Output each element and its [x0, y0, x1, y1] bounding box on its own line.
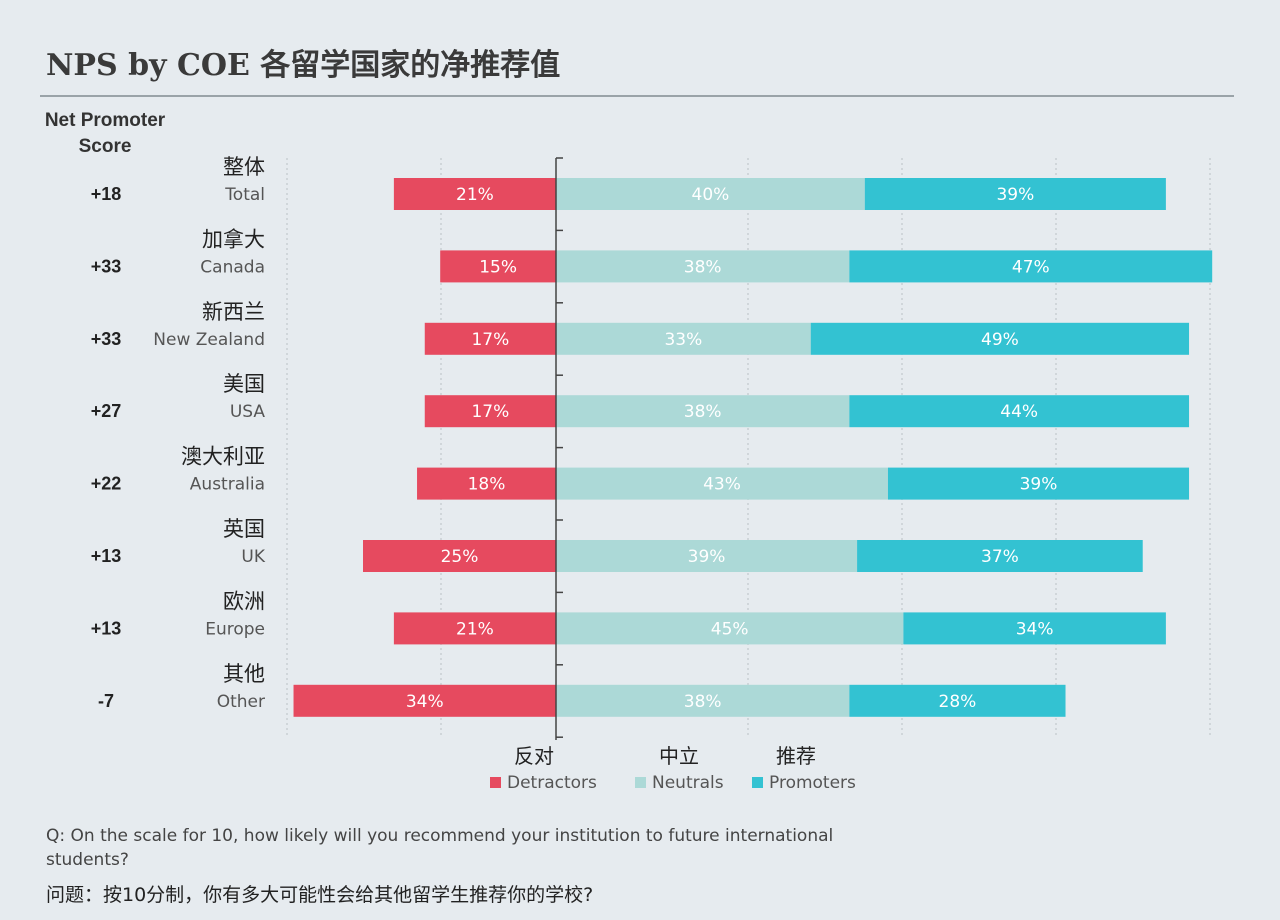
data-label-promoters: 34%: [1016, 619, 1054, 639]
category-label-en: Europe: [205, 619, 265, 639]
category-label-cn: 新西兰: [202, 300, 265, 324]
nps-value: +13: [91, 546, 122, 566]
legend-label-en: Promoters: [769, 773, 856, 793]
bar-neutrals: [556, 684, 850, 717]
data-label-detractors: 21%: [456, 185, 494, 205]
page-title: NPS by COE 各留学国家的净推荐值: [46, 48, 561, 83]
data-label-detractors: 15%: [479, 257, 517, 277]
category-label-en: Total: [224, 185, 265, 205]
data-label-neutrals: 38%: [684, 692, 722, 712]
data-label-detractors: 18%: [468, 475, 506, 495]
nps-value: +13: [91, 618, 122, 638]
category-label-cn: 加拿大: [202, 227, 265, 251]
data-label-promoters: 28%: [939, 692, 977, 712]
bar-promoters: [849, 395, 1190, 428]
nps-diverging-bar-chart: +18 整体 Total 21% 40% 39% +33 加拿大 Canada 15% 38% 47%…: [91, 155, 1213, 740]
data-label-detractors: 17%: [471, 330, 509, 350]
bar-promoters: [857, 540, 1143, 572]
data-label-detractors: 17%: [471, 402, 509, 422]
bar-promoters: [887, 467, 1190, 500]
category-label-cn: 整体: [223, 155, 265, 179]
category-label-en: UK: [241, 547, 265, 567]
legend-item-detractors: 反对 Detractors: [490, 740, 597, 793]
data-label-neutrals: 40%: [692, 185, 730, 205]
bar-promoters: [864, 178, 1166, 210]
category-label-en: New Zealand: [153, 330, 265, 350]
category-label-cn: 英国: [223, 517, 265, 541]
bar-neutrals: [556, 395, 850, 428]
bar-neutrals: [556, 467, 888, 500]
data-label-neutrals: 43%: [703, 475, 741, 495]
bar-detractors: [424, 322, 556, 355]
legend-swatch-promoters: [752, 777, 763, 788]
data-label-detractors: 21%: [456, 619, 494, 639]
nps-value: +18: [91, 184, 122, 204]
nps-value: +33: [91, 329, 122, 349]
legend-item-promoters: 推荐 Promoters: [752, 740, 856, 793]
data-label-neutrals: 38%: [684, 257, 722, 277]
bar-detractors: [293, 684, 556, 717]
bar-detractors: [417, 467, 556, 500]
legend-label-cn: 推荐: [776, 744, 816, 768]
category-label-en: Canada: [200, 257, 265, 277]
data-label-promoters: 39%: [1020, 475, 1058, 495]
nps-value: +27: [91, 401, 122, 421]
bar-neutrals: [556, 540, 858, 572]
chart-legend: 反对 Detractors 中立 Neutrals 推荐 Promoters: [490, 740, 910, 800]
nps-column-header: Net Promoter Score: [44, 110, 166, 157]
data-label-promoters: 37%: [981, 547, 1019, 567]
legend-item-neutrals: 中立 Neutrals: [635, 740, 724, 793]
legend-label-en: Detractors: [507, 773, 597, 793]
nps-value: +22: [91, 474, 122, 494]
nps-value: -7: [98, 691, 114, 711]
data-label-promoters: 44%: [1000, 402, 1038, 422]
data-label-neutrals: 45%: [711, 619, 749, 639]
bar-neutrals: [556, 612, 904, 645]
survey-question-cn: 问题：按10分制，你有多大可能性会给其他留学生推荐你的学校?: [46, 884, 594, 906]
nps-value: +33: [91, 256, 122, 276]
bar-neutrals: [556, 250, 850, 283]
data-label-detractors: 34%: [406, 692, 444, 712]
data-label-neutrals: 33%: [664, 330, 702, 350]
data-label-detractors: 25%: [441, 547, 479, 567]
bar-neutrals: [556, 322, 811, 355]
bar-promoters: [903, 612, 1166, 645]
bar-detractors: [424, 395, 556, 428]
category-label-cn: 欧洲: [223, 589, 265, 613]
category-label-cn: 澳大利亚: [181, 445, 265, 469]
bar-promoters: [849, 684, 1066, 717]
data-label-neutrals: 38%: [684, 402, 722, 422]
bar-promoters: [810, 322, 1190, 355]
survey-question-en: Q: On the scale for 10, how likely will …: [46, 826, 834, 870]
category-label-cn: 美国: [223, 372, 265, 396]
data-label-promoters: 47%: [1012, 257, 1050, 277]
data-label-promoters: 39%: [996, 185, 1034, 205]
legend-label-cn: 反对: [514, 744, 554, 768]
bar-detractors: [440, 250, 556, 283]
bar-detractors: [393, 178, 556, 210]
legend-label-en: Neutrals: [652, 773, 724, 793]
category-label-cn: 其他: [223, 662, 265, 686]
data-label-promoters: 49%: [981, 330, 1019, 350]
legend-label-cn: 中立: [659, 744, 699, 768]
category-label-en: Australia: [190, 475, 265, 495]
legend-swatch-neutrals: [635, 777, 646, 788]
category-label-en: Other: [217, 692, 265, 712]
bar-promoters: [849, 250, 1213, 283]
title-divider: [40, 95, 1234, 97]
legend-swatch-detractors: [490, 777, 501, 788]
bar-detractors: [393, 612, 556, 645]
data-label-neutrals: 39%: [688, 547, 726, 567]
bar-neutrals: [556, 178, 865, 210]
bar-detractors: [363, 540, 556, 572]
category-label-en: USA: [230, 402, 266, 422]
